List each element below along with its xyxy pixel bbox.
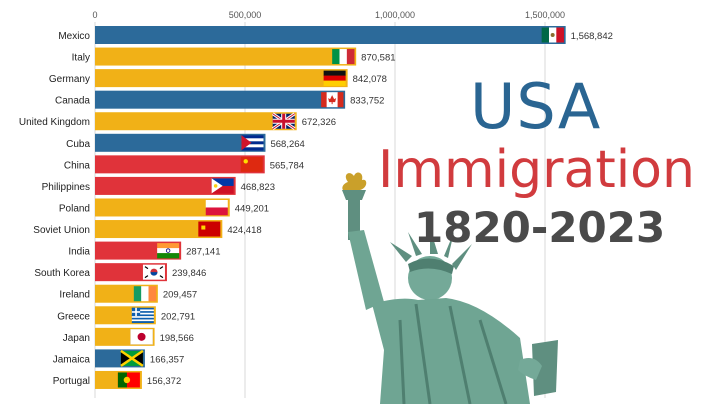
mexico-flag-icon — [541, 27, 564, 43]
category-label: Germany — [49, 74, 90, 85]
bar — [95, 198, 230, 217]
value-label: 209,457 — [163, 290, 197, 301]
value-label: 198,566 — [160, 333, 194, 344]
statue-of-liberty-icon — [342, 172, 558, 404]
value-label: 842,078 — [353, 74, 387, 85]
category-label: China — [64, 160, 91, 171]
headline-years: 1820-2023 — [414, 203, 666, 252]
germany-flag-icon — [323, 70, 346, 86]
value-label: 565,784 — [270, 160, 304, 171]
value-label: 1,568,842 — [571, 31, 613, 42]
bar — [95, 220, 223, 239]
category-label: Soviet Union — [33, 225, 90, 236]
value-label: 287,141 — [186, 247, 220, 258]
bar — [95, 69, 348, 88]
x-tick-label: 500,000 — [229, 10, 262, 20]
italy-flag-icon — [332, 49, 355, 65]
portugal-flag-icon — [117, 372, 140, 388]
bar — [95, 112, 297, 131]
category-label: Philippines — [42, 182, 90, 193]
bar — [95, 90, 346, 109]
category-label: South Korea — [34, 268, 90, 279]
poland-flag-icon — [205, 199, 228, 216]
category-label: United Kingdom — [19, 117, 90, 128]
south-korea-flag-icon — [142, 264, 165, 280]
category-label: Ireland — [59, 290, 90, 301]
value-label: 166,357 — [150, 354, 184, 365]
china-flag-icon — [240, 156, 263, 172]
x-tick-label: 1,500,000 — [525, 10, 565, 20]
category-label: Canada — [55, 96, 90, 107]
value-label: 468,823 — [241, 182, 275, 193]
bar — [95, 176, 236, 195]
category-label: Greece — [57, 311, 90, 322]
bar — [95, 133, 266, 152]
uk-flag-icon — [271, 112, 296, 130]
category-label: Portugal — [53, 376, 90, 387]
category-label: Japan — [63, 333, 90, 344]
x-tick-label: 1,000,000 — [375, 10, 415, 20]
category-label: Poland — [59, 203, 90, 214]
category-label: India — [68, 247, 90, 258]
value-label: 156,372 — [147, 376, 181, 387]
value-label: 568,264 — [270, 139, 304, 150]
cuba-flag-icon — [241, 135, 264, 151]
value-label: 239,846 — [172, 268, 206, 279]
category-label: Cuba — [66, 139, 90, 150]
value-label: 870,581 — [361, 53, 395, 64]
philippines-flag-icon — [211, 178, 234, 194]
bar — [95, 26, 566, 44]
value-label: 449,201 — [235, 203, 269, 214]
ireland-flag-icon — [133, 286, 157, 302]
india-flag-icon — [157, 243, 180, 259]
category-label: Italy — [72, 53, 90, 64]
headline-immigration: Immigration — [378, 140, 695, 200]
value-label: 833,752 — [350, 96, 384, 107]
headline-usa: USA — [470, 70, 602, 143]
canada-flag-icon — [321, 92, 344, 108]
jamaica-flag-icon — [120, 349, 144, 367]
value-label: 202,791 — [161, 311, 195, 322]
japan-flag-icon — [130, 329, 153, 345]
greece-flag-icon — [131, 307, 154, 324]
soviet-union-flag-icon — [198, 221, 221, 237]
value-label: 424,418 — [227, 225, 261, 236]
value-label: 672,326 — [302, 117, 336, 128]
category-label: Mexico — [58, 31, 90, 42]
category-label: Jamaica — [53, 354, 91, 365]
bar — [95, 155, 265, 174]
bar — [95, 47, 357, 66]
x-tick-label: 0 — [92, 10, 97, 20]
